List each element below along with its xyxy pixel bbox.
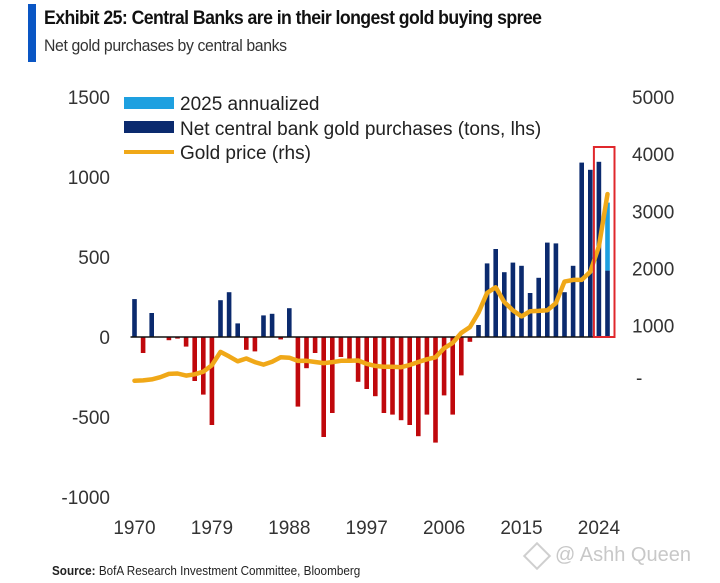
bar-2002 bbox=[407, 337, 412, 425]
x-tick: 2015 bbox=[500, 518, 542, 539]
highlight-box-2024-2025 bbox=[592, 146, 616, 338]
legend: 2025 annualized Net central bank gold pu… bbox=[124, 94, 541, 164]
legend-label-2025-annualized: 2025 annualized bbox=[180, 94, 319, 115]
y-tick-left: -500 bbox=[72, 408, 110, 429]
y-tick-right: 4000 bbox=[632, 145, 674, 166]
bar-1981 bbox=[226, 292, 232, 337]
binance-logo-icon bbox=[522, 541, 552, 570]
bar-1989 bbox=[295, 337, 301, 407]
bar-1983 bbox=[244, 337, 249, 350]
bar-2015 bbox=[519, 265, 524, 337]
bar-1993 bbox=[330, 337, 335, 413]
y-tick-right: - bbox=[636, 369, 642, 390]
bar-2017 bbox=[536, 277, 541, 337]
legend-swatch-net-purchases bbox=[124, 121, 174, 133]
legend-label-net-purchases: Net central bank gold purchases (tons, l… bbox=[180, 119, 541, 140]
chart-title: Exhibit 25: Central Banks are in their l… bbox=[44, 8, 542, 29]
legend-label-gold-price: Gold price (rhs) bbox=[180, 143, 311, 164]
x-axis: 1970 1979 1988 1997 2006 2015 2024 bbox=[113, 518, 620, 539]
bar-2007 bbox=[450, 337, 455, 415]
bar-2011 bbox=[484, 263, 490, 337]
bar-2023 bbox=[588, 169, 593, 337]
x-tick: 2006 bbox=[423, 518, 465, 539]
bar-1978 bbox=[201, 337, 206, 395]
legend-swatch-2025-annualized bbox=[124, 97, 174, 109]
bar-1999 bbox=[381, 337, 387, 413]
bar-1995 bbox=[347, 337, 352, 363]
bar-1992 bbox=[321, 337, 326, 437]
x-tick: 1970 bbox=[113, 518, 155, 539]
bar-1976 bbox=[183, 337, 189, 347]
bar-1980 bbox=[218, 300, 223, 337]
y-tick-left: -1000 bbox=[61, 488, 110, 509]
bar-2008 bbox=[459, 337, 464, 376]
gold-price-line bbox=[132, 191, 610, 383]
bar-2004 bbox=[424, 337, 430, 415]
y-tick-right: 5000 bbox=[632, 88, 674, 109]
bar-1987 bbox=[278, 337, 283, 340]
bar-2009 bbox=[467, 337, 473, 342]
source-label: Source: bbox=[52, 563, 96, 578]
source-note: Source: BofA Research Investment Committ… bbox=[52, 563, 360, 578]
bar-1982 bbox=[235, 323, 240, 337]
bar-2003 bbox=[416, 337, 421, 437]
bar-1990 bbox=[304, 337, 309, 369]
bar-1994 bbox=[338, 337, 344, 357]
bar-2016 bbox=[527, 293, 533, 337]
bar-2014 bbox=[510, 262, 516, 337]
bar-2020 bbox=[562, 292, 567, 337]
y-axis-left: 1500 1000 500 0 -500 -1000 bbox=[61, 88, 110, 509]
bar-1979 bbox=[209, 337, 215, 425]
bar-2000 bbox=[390, 337, 395, 415]
chart-subtitle: Net gold purchases by central banks bbox=[44, 36, 287, 55]
bar-2018 bbox=[545, 242, 550, 337]
bar-1985 bbox=[261, 315, 266, 337]
y-tick-right: 2000 bbox=[632, 259, 674, 280]
x-tick: 1988 bbox=[268, 518, 310, 539]
bar-1988 bbox=[287, 308, 292, 337]
x-tick: 1997 bbox=[346, 518, 388, 539]
bar-2005 bbox=[433, 337, 438, 443]
bar-1972 bbox=[149, 313, 154, 337]
bar-1971 bbox=[140, 337, 146, 353]
bar-1986 bbox=[269, 313, 275, 337]
y-tick-left: 1000 bbox=[68, 168, 110, 189]
bar-1984 bbox=[252, 337, 258, 352]
bar-annualized-2025 bbox=[605, 202, 610, 271]
watermark: @ Ashh Queen bbox=[522, 541, 691, 570]
bar-1974 bbox=[166, 337, 172, 341]
bar-1970 bbox=[132, 299, 137, 337]
bar-1975 bbox=[175, 337, 180, 339]
bar-2025 bbox=[605, 270, 610, 337]
bar-2019 bbox=[553, 243, 559, 337]
bar-2021 bbox=[570, 265, 576, 337]
y-tick-right: 3000 bbox=[632, 202, 674, 223]
bar-1991 bbox=[312, 337, 318, 353]
y-tick-left: 1500 bbox=[68, 88, 110, 109]
bar-2001 bbox=[398, 337, 404, 421]
x-tick: 1979 bbox=[191, 518, 233, 539]
y-axis-right: 5000 4000 3000 2000 1000 - bbox=[632, 88, 674, 390]
bar-series bbox=[132, 161, 610, 443]
watermark-text: @ Ashh Queen bbox=[555, 544, 691, 566]
source-text: BofA Research Investment Committee, Bloo… bbox=[95, 563, 361, 578]
x-tick: 2024 bbox=[578, 518, 621, 539]
y-tick-right: 1000 bbox=[632, 317, 674, 338]
bar-1977 bbox=[192, 337, 197, 381]
y-tick-left: 0 bbox=[99, 328, 110, 349]
bar-2012 bbox=[493, 249, 498, 337]
y-tick-left: 500 bbox=[78, 248, 110, 269]
title-accent-bar bbox=[28, 4, 36, 62]
bar-2022 bbox=[579, 162, 584, 337]
bar-2006 bbox=[441, 337, 447, 396]
bar-2010 bbox=[476, 325, 481, 337]
